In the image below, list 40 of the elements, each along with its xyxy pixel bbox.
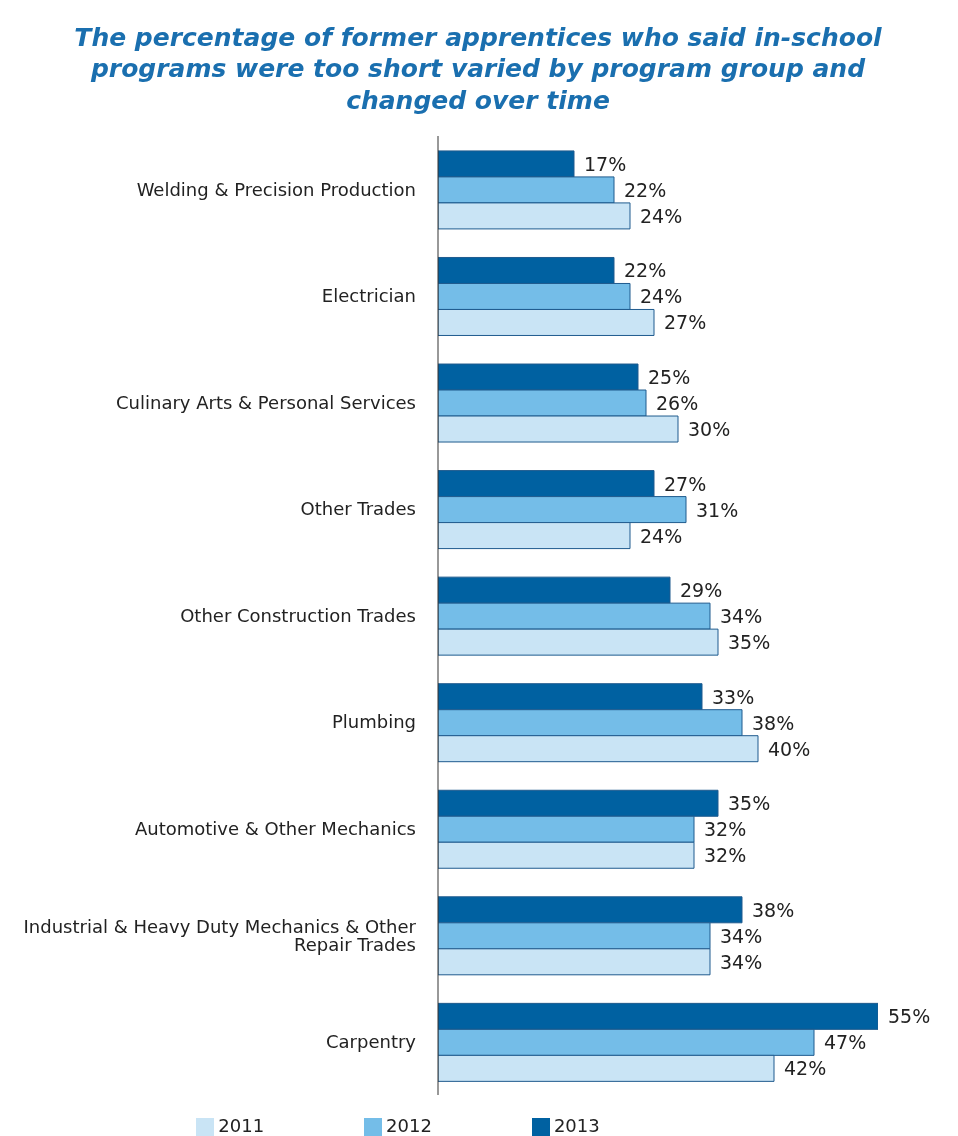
data-label: 55% — [888, 1005, 931, 1028]
data-label: 35% — [728, 630, 771, 653]
data-label: 31% — [696, 498, 739, 521]
y-tick-label: Culinary Arts & Personal Services — [116, 391, 416, 413]
data-label: 32% — [704, 818, 747, 840]
data-label: 25% — [648, 365, 691, 388]
data-label: 24% — [640, 524, 683, 547]
y-tick-label: Plumbing — [331, 711, 416, 733]
y-tick-label: Carpentry — [325, 1030, 417, 1052]
data-label: 22% — [624, 178, 667, 201]
data-label: 26% — [656, 391, 699, 414]
y-tick-label: Electrician — [321, 284, 416, 306]
data-label: 29% — [680, 578, 723, 601]
legend-label: 2013 — [553, 1114, 600, 1136]
data-label: 40% — [768, 737, 811, 760]
data-label: 33% — [712, 685, 755, 708]
y-tick-label: Automotive & Other Mechanics — [134, 817, 416, 839]
data-label: 38% — [752, 898, 795, 921]
y-tick-label: Welding & Precision Production — [136, 178, 416, 200]
data-label: 42% — [784, 1057, 827, 1080]
data-label: 27% — [664, 472, 707, 495]
data-label: 30% — [688, 417, 731, 440]
data-label: 24% — [640, 204, 683, 227]
data-label: 34% — [720, 924, 763, 947]
chart-title: The percentage of former apprentices who said in-school programs were too short varied by program group and changed over time — [73, 22, 883, 117]
legend-label: 2011 — [218, 1114, 265, 1136]
data-label: 24% — [640, 285, 683, 308]
data-label: 47% — [824, 1031, 867, 1054]
legend-label: 2012 — [386, 1114, 432, 1136]
y-tick-label: Industrial & Heavy Duty Mechanics & Other Repair Trades — [23, 915, 417, 955]
y-tick-label: Other Construction Trades — [180, 604, 416, 626]
data-label: 27% — [664, 311, 707, 334]
data-label: 34% — [720, 604, 763, 627]
data-label: 35% — [728, 792, 771, 814]
data-label: 22% — [624, 259, 667, 282]
y-tick-label: Other Trades — [300, 498, 416, 520]
data-label: 32% — [704, 844, 747, 866]
data-label: 17% — [584, 152, 627, 175]
data-label: 38% — [752, 711, 795, 734]
data-label: 34% — [720, 950, 763, 973]
